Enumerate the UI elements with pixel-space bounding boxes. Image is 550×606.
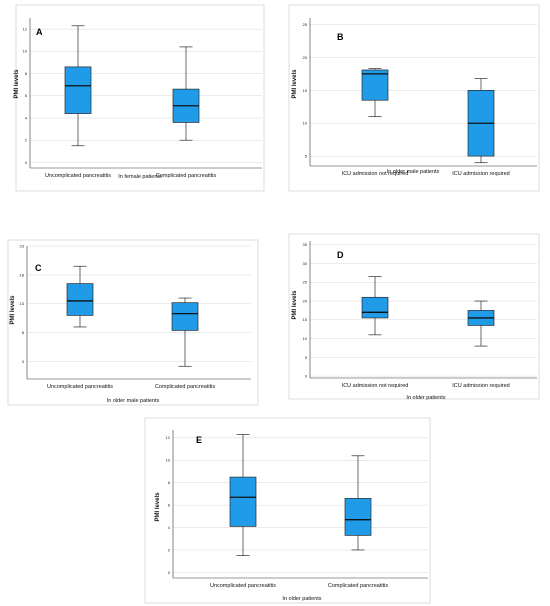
panel-label: D — [337, 250, 344, 260]
box-2 — [467, 300, 495, 347]
category-label: Uncomplicated pancreatitis — [47, 384, 113, 390]
chart-panel-b: 5 10 15 20 25 ICU admission not required ICU a… — [288, 4, 540, 192]
panel-label: C — [35, 263, 42, 273]
y-tick-label: 10 — [23, 49, 28, 54]
panel-frame — [15, 4, 265, 192]
category-label: ICU admission not required — [342, 171, 409, 177]
box-2 — [467, 78, 495, 164]
chart-panel-c: 3 8 13 18 23 Uncomplicated pancreatitis Compli… — [7, 239, 259, 406]
iqr-box — [229, 476, 257, 527]
iqr-box — [66, 283, 94, 316]
panel-label: E — [196, 435, 202, 445]
y-tick-label: 8 — [22, 330, 25, 335]
x-axis-title: In older patients — [406, 395, 445, 401]
y-tick-label: 6 — [25, 93, 28, 98]
category-label: Complicated pancreatitis — [156, 173, 216, 179]
y-tick-label: 30 — [303, 261, 308, 266]
panel-frame — [7, 239, 259, 406]
y-tick-label: 0 — [168, 570, 171, 575]
y-tick-label: 8 — [168, 480, 171, 485]
y-tick-label: 0 — [25, 160, 28, 165]
y-tick-label: 12 — [23, 27, 28, 32]
x-axis-title: In older male patients — [387, 169, 440, 175]
x-axis-title: In older male patients — [107, 398, 160, 404]
panel-label: B — [337, 32, 344, 42]
y-tick-label: 20 — [303, 55, 308, 60]
y-tick-label: 18 — [20, 272, 25, 277]
iqr-box — [344, 498, 372, 536]
category-label: Complicated pancreatitis — [155, 384, 215, 390]
y-tick-label: 10 — [303, 336, 308, 341]
iqr-box — [171, 302, 199, 331]
y-axis-title: PMI levels — [155, 492, 161, 522]
box-1 — [361, 68, 389, 118]
category-label: ICU admission required — [452, 171, 509, 177]
chart-panel-d: 0 5 10 15 20 25 30 35 ICU admission not required… — [288, 233, 540, 401]
y-axis-title: PMI levels — [292, 69, 298, 99]
y-tick-label: 13 — [20, 301, 25, 306]
panel-frame — [288, 4, 540, 192]
y-tick-label: 15 — [303, 317, 308, 322]
box-2 — [344, 455, 372, 551]
y-tick-label: 5 — [305, 355, 308, 360]
y-tick-label: 12 — [166, 435, 171, 440]
y-tick-label: 25 — [303, 280, 308, 285]
y-tick-label: 25 — [303, 22, 308, 27]
category-label: ICU admission required — [452, 383, 509, 389]
iqr-box — [361, 296, 389, 319]
panel-frame — [144, 417, 431, 604]
y-tick-label: 10 — [166, 458, 171, 463]
iqr-box — [361, 69, 389, 101]
chart-panel-a: 0 2 4 6 8 10 12 Uncomplicated pancreatitis Compl… — [14, 4, 265, 192]
y-tick-label: 6 — [168, 503, 171, 508]
y-tick-label: 0 — [305, 374, 308, 379]
box-1 — [64, 25, 92, 147]
chart-panel-e: 0 2 4 6 8 10 12 Uncomplicated pancreatitis Compl… — [144, 417, 431, 604]
box-1 — [66, 265, 94, 328]
category-label: Uncomplicated pancreatitis — [45, 173, 111, 179]
y-tick-label: 10 — [303, 121, 308, 126]
y-tick-label: 3 — [22, 359, 25, 364]
panel-label: A — [36, 27, 43, 37]
box-1 — [361, 276, 389, 336]
iqr-box — [64, 66, 92, 114]
panel-frame — [288, 233, 540, 400]
category-label: Uncomplicated pancreatitis — [210, 583, 276, 589]
y-tick-label: 2 — [25, 138, 28, 143]
y-axis-title: PMI levels — [14, 69, 20, 99]
y-tick-label: 4 — [168, 525, 171, 530]
x-axis-title: In female patients — [118, 174, 162, 180]
box-2 — [172, 46, 200, 141]
y-tick-label: 23 — [20, 243, 25, 248]
y-tick-label: 5 — [305, 154, 308, 159]
y-tick-label: 15 — [303, 88, 308, 93]
y-axis-title: PMI levels — [292, 290, 298, 320]
x-axis-title: In older patients — [282, 596, 321, 602]
box-1 — [229, 434, 257, 556]
y-tick-label: 35 — [303, 242, 308, 247]
y-tick-label: 8 — [25, 71, 28, 76]
y-tick-label: 20 — [303, 298, 308, 303]
y-axis-title: PMI levels — [10, 295, 16, 325]
category-label: Complicated pancreatitis — [328, 583, 388, 589]
y-tick-label: 4 — [25, 115, 28, 120]
box-2 — [171, 297, 199, 367]
y-tick-label: 2 — [168, 547, 171, 552]
category-label: ICU admission not required — [342, 383, 409, 389]
